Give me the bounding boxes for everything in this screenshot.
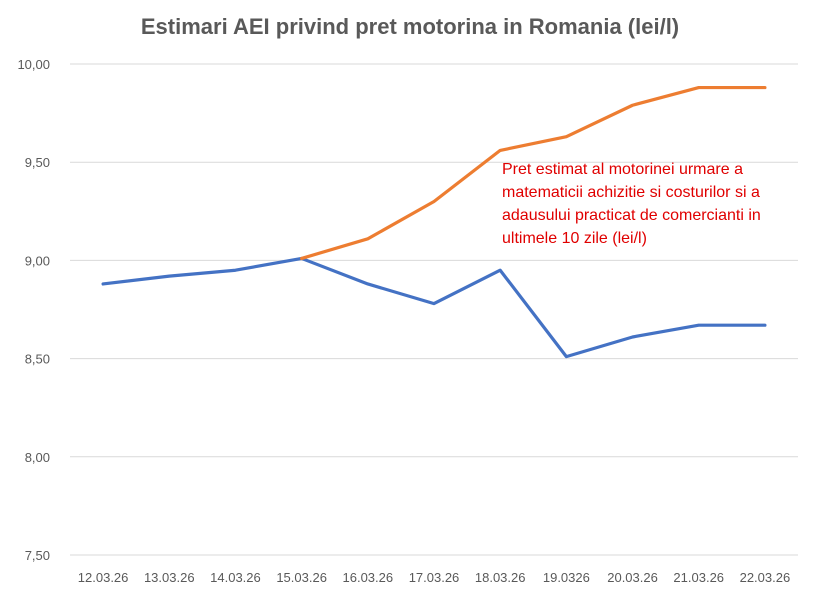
y-tick-label: 9,50 xyxy=(25,155,50,170)
x-tick-label: 22.03.26 xyxy=(740,570,791,585)
x-tick-label: 21.03.26 xyxy=(673,570,724,585)
x-tick-label: 17.03.26 xyxy=(409,570,460,585)
x-tick-label: 13.03.26 xyxy=(144,570,195,585)
x-tick-label: 14.03.26 xyxy=(210,570,261,585)
x-tick-label: 18.03.26 xyxy=(475,570,526,585)
y-tick-label: 7,50 xyxy=(25,548,50,563)
x-tick-label: 16.03.26 xyxy=(343,570,394,585)
x-tick-label: 15.03.26 xyxy=(276,570,327,585)
x-tick-label: 12.03.26 xyxy=(78,570,129,585)
y-tick-label: 10,00 xyxy=(17,57,50,72)
series-line-1 xyxy=(101,256,767,359)
x-tick-label: 19.0326 xyxy=(543,570,590,585)
series-line-2 xyxy=(300,85,767,261)
x-tick-label: 20.03.26 xyxy=(607,570,658,585)
chart-title: Estimari AEI privind pret motorina in Ro… xyxy=(140,14,680,39)
y-tick-label: 9,00 xyxy=(25,253,50,268)
y-tick-label: 8,00 xyxy=(25,450,50,465)
y-tick-label: 8,50 xyxy=(25,352,50,367)
chart-annotation: Pret estimat al motorinei urmare a matem… xyxy=(502,161,761,247)
